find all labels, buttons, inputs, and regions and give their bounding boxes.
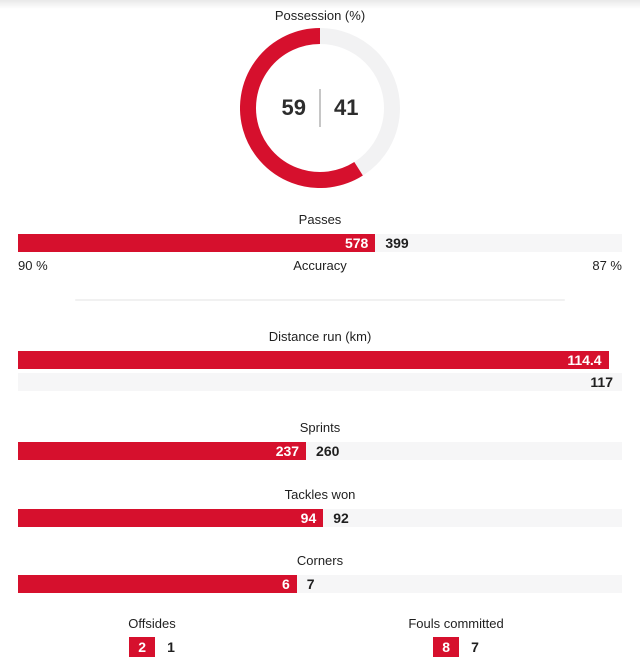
corners-bar: 6 7: [18, 575, 622, 593]
offsides-group: Offsides 2 1: [0, 616, 304, 657]
passes-home-value: 578: [344, 235, 369, 251]
distance-away-value: 117: [590, 374, 613, 390]
possession-donut-svg: [240, 28, 400, 188]
possession-center: 59 41: [240, 28, 400, 188]
passes-bar: 578 399: [18, 234, 622, 252]
passes-title: Passes: [298, 212, 342, 227]
section-divider: [75, 299, 565, 301]
accuracy-label: Accuracy: [293, 258, 347, 273]
passes-accuracy-row: 90 % Accuracy 87 %: [18, 258, 622, 273]
bottom-stats-row: Offsides 2 1 Fouls committed 8 7: [0, 616, 640, 657]
corners-home-bar: 6: [18, 575, 297, 593]
sprints-home-bar: 237: [18, 442, 307, 460]
distance-home-bar: 114.4: [18, 351, 609, 369]
sprints-away-value: 260: [316, 443, 340, 459]
tackles-home-bar: 94: [18, 509, 324, 527]
distance-home-value: 114.4: [567, 352, 602, 368]
sprints-title: Sprints: [299, 420, 341, 435]
corners-away-value: 7: [306, 576, 315, 592]
possession-separator: [319, 89, 321, 127]
tackles-away-value: 92: [333, 510, 349, 526]
offsides-away-value: 1: [167, 639, 175, 655]
corners-title: Corners: [296, 553, 344, 568]
passes-home-bar: 578: [18, 234, 376, 252]
fouls-title: Fouls committed: [408, 616, 504, 631]
offsides-title: Offsides: [128, 616, 176, 631]
distance-title: Distance run (km): [268, 329, 372, 344]
passes-home-accuracy: 90 %: [18, 258, 48, 273]
offsides-home-badge: 2: [129, 637, 156, 657]
possession-away-value: 41: [334, 95, 359, 120]
possession-home-arc: [240, 28, 363, 188]
sprints-bar: 237 260: [18, 442, 622, 460]
corners-home-value: 6: [281, 576, 290, 592]
fouls-away-value: 7: [471, 639, 479, 655]
offsides-values: 2 1: [0, 637, 304, 657]
distance-away-row: 117: [18, 373, 622, 391]
fouls-home-badge: 8: [433, 637, 460, 657]
fouls-group: Fouls committed 8 7: [304, 616, 640, 657]
sprints-home-value: 237: [275, 443, 300, 459]
tackles-title: Tackles won: [284, 487, 356, 502]
tackles-home-value: 94: [300, 510, 317, 526]
possession-home-value: 59: [281, 95, 306, 120]
passes-away-accuracy: 87 %: [592, 258, 622, 273]
possession-title: Possession (%): [274, 8, 366, 23]
tackles-bar: 94 92: [18, 509, 622, 527]
distance-home-row: 114.4: [18, 351, 622, 369]
fouls-values: 8 7: [304, 637, 608, 657]
possession-donut: 59 41: [240, 28, 400, 188]
passes-away-value: 399: [385, 235, 409, 251]
